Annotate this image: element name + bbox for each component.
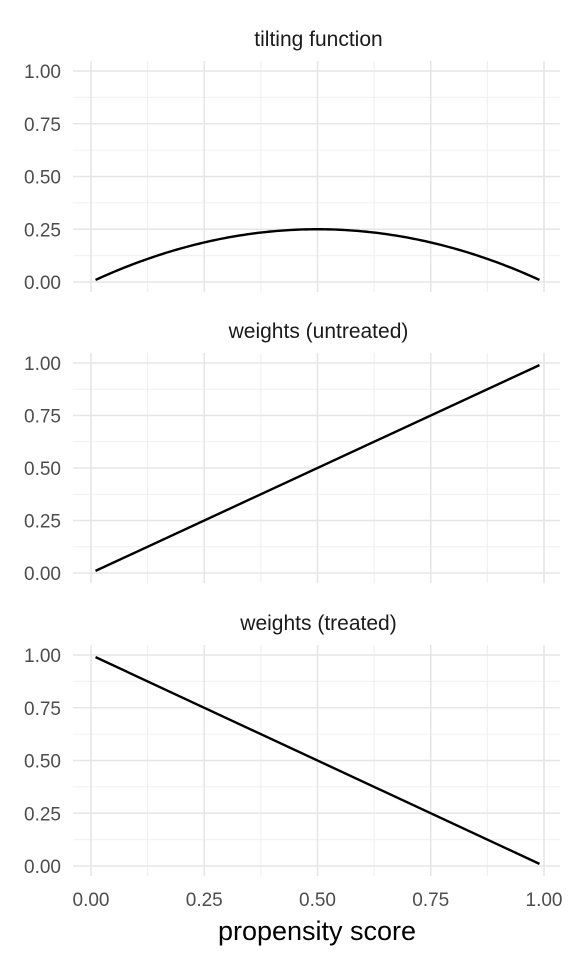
y-tick-label: 1.00 [24,354,61,375]
panel-title: weights (untreated) [228,320,409,343]
x-axis-label: propensity score [218,916,416,946]
panels: tilting function0.000.250.500.751.00weig… [24,28,562,911]
series-line [95,656,540,865]
y-tick-label: 0.00 [24,564,61,585]
y-tick-label: 0.00 [24,857,61,878]
y-tick-label: 0.00 [24,273,61,294]
x-tick-label: 0.50 [299,890,336,911]
x-tick-label: 0.00 [73,890,110,911]
y-tick-label: 0.25 [24,220,61,241]
panel-title: tilting function [254,28,382,51]
y-tick-label: 0.50 [24,168,61,189]
y-tick-label: 0.25 [24,804,61,825]
x-axis: 0.00 0.25 0.50 0.75 1.00 [73,890,563,911]
y-tick-label: 0.50 [24,459,61,480]
series-line [95,228,540,282]
y-tick-label: 1.00 [24,62,61,83]
panel-title: weights (treated) [239,612,396,635]
x-tick-label: 0.25 [186,890,223,911]
y-tick-label: 0.75 [24,699,61,720]
panel-2: weights (untreated) 0.00 0.25 0.50 0.75 1.00 [24,320,560,585]
y-tick-label: 0.50 [24,752,61,773]
series-line [95,364,540,572]
x-tick-label: 0.75 [412,890,449,911]
panel-3: weights (treated) 0.00 0.25 0.50 0.75 1.00 [24,612,560,878]
x-tick-label: 1.00 [526,890,563,911]
y-tick-label: 1.00 [24,646,61,667]
y-tick-label: 0.75 [24,115,61,136]
y-tick-label: 0.75 [24,407,61,428]
y-tick-label: 0.25 [24,512,61,533]
panel-1: tilting function 0.00 0.25 0.50 0.75 1.00 [24,28,560,294]
